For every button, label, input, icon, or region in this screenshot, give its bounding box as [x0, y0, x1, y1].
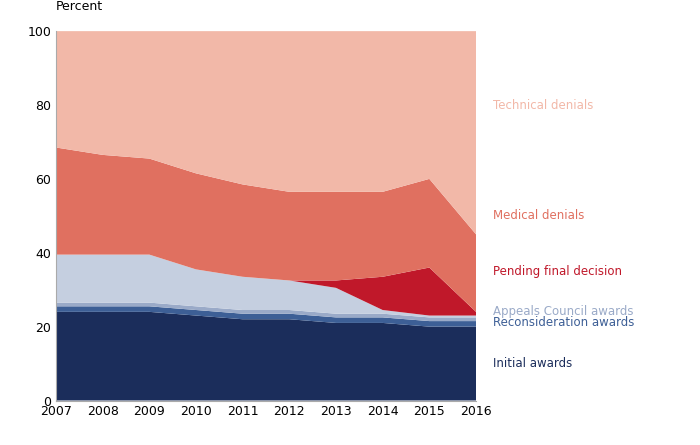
- Text: Medical denials: Medical denials: [493, 209, 584, 222]
- Text: Technical denials: Technical denials: [493, 98, 593, 112]
- Text: Reconsideration awards: Reconsideration awards: [493, 316, 634, 329]
- Text: Initial awards: Initial awards: [493, 357, 572, 370]
- Text: Percent: Percent: [56, 0, 103, 12]
- Text: Appeals Council awards: Appeals Council awards: [493, 305, 634, 318]
- Text: Pending final decision: Pending final decision: [493, 265, 622, 278]
